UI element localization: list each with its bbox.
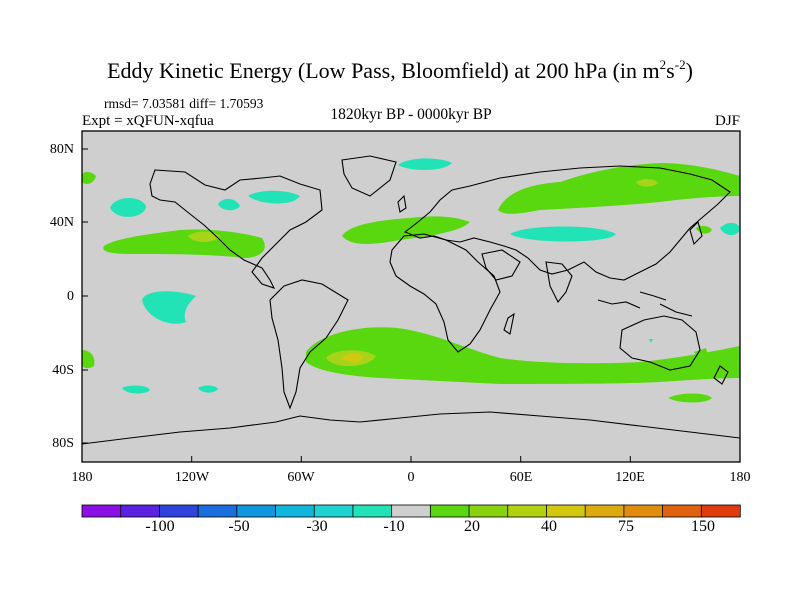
experiment-label: Expt = xQFUN-xqfua [82,113,214,129]
colorbar-swatch [700,504,741,518]
colorbar-swatch [468,504,509,518]
colorbar-label: 75 [618,518,634,535]
axis-ticks [81,148,741,462]
positive-core-siberia [636,179,658,187]
colorbar-label: 40 [541,518,557,535]
negative-anomaly-n-atlantic [398,158,452,171]
negative-anomaly-se-pacific [198,385,218,393]
negative-anomaly-bering [218,198,240,211]
colorbar-swatch [623,504,664,518]
lon-label-60w: 60W [287,470,315,485]
lat-label-40n: 40N [49,215,74,230]
positive-core-subtropical-pacific [188,231,220,242]
colorbar-label: -10 [383,518,405,535]
map-title: Eddy Kinetic Energy (Low Pass, Bloomfiel… [107,57,693,83]
negative-anomaly-n-pacific [110,197,146,217]
coastline-australia [619,315,701,371]
lat-label-80s: 80S [52,436,74,451]
lon-label-180w: 180 [71,470,93,485]
lon-label-60e: 60E [509,470,533,485]
negative-anomaly-e-pacific [142,291,196,324]
negative-anomaly-north-america [248,190,300,204]
positive-anomaly-n-atlantic [342,216,470,244]
colorbar-swatch [81,504,122,518]
coastline-south-america [269,279,349,410]
colorbar-swatch [313,504,354,518]
coastline-uk [397,194,407,213]
negative-anomaly-central-asia [510,226,616,242]
lat-label-40s: 40S [52,363,74,378]
colorbar-swatch [429,504,470,518]
colorbar-swatch [662,504,703,518]
positive-peak-southern-ocean [342,353,364,363]
coastline-madagascar [503,312,515,335]
coastline-europe-asia [403,165,731,281]
colorbar-label: -100 [145,518,175,535]
colorbar-label: -50 [228,518,250,535]
lon-label-180e: 180 [729,470,751,485]
colorbar [81,504,741,518]
lon-label-120w: 120W [174,470,210,485]
coastline-indonesia [597,291,693,317]
colorbar-swatch [159,504,199,518]
colorbar-swatch [197,504,238,518]
colorbar-swatch [236,504,277,518]
positive-anomaly-southern-ocean [306,327,740,384]
coastlines [82,155,740,445]
anomaly-contours [82,158,740,403]
coastline-africa [389,233,501,353]
coastline-new-zealand [713,365,729,385]
colorbar-label: 20 [464,518,480,535]
colorbar-swatch [352,504,393,518]
positive-anomaly-subtropical-pacific [103,229,265,258]
time-period-label: 1820kyr BP - 0000kyr BP [330,106,492,123]
coastline-north-america [149,169,323,289]
lon-label-0: 0 [407,470,415,485]
positive-anomaly-siberia [498,163,740,214]
positive-anomaly-s-pacific-edge [82,350,95,369]
coastline-arabia [481,249,521,281]
negative-anomaly-s-pacific [122,385,150,394]
rmsd-diff-stats: rmsd= 7.03581 diff= 1.70593 [104,96,264,111]
coastline-antarctica [82,411,740,445]
lon-label-120e: 120E [615,470,645,485]
negative-anomaly-australia [649,339,653,343]
colorbar-swatch [507,504,548,518]
positive-anomaly-s-indian [668,393,712,403]
coastline-india [545,261,573,304]
lat-label-80n: 80N [49,142,74,157]
colorbar-label: 150 [691,518,715,535]
coastline-japan [689,220,703,246]
coastline-greenland [341,155,397,197]
positive-anomaly-nw-america [82,171,96,184]
colorbar-swatch [275,504,315,518]
colorbar-swatch [120,504,161,518]
colorbar-swatch [584,504,625,518]
colorbar-label: -30 [306,518,328,535]
season-label: DJF [714,113,740,129]
colorbar-swatch [391,504,432,518]
lat-label-0: 0 [67,289,74,304]
negative-anomaly-w-pacific [720,222,740,236]
colorbar-swatch [546,504,586,518]
